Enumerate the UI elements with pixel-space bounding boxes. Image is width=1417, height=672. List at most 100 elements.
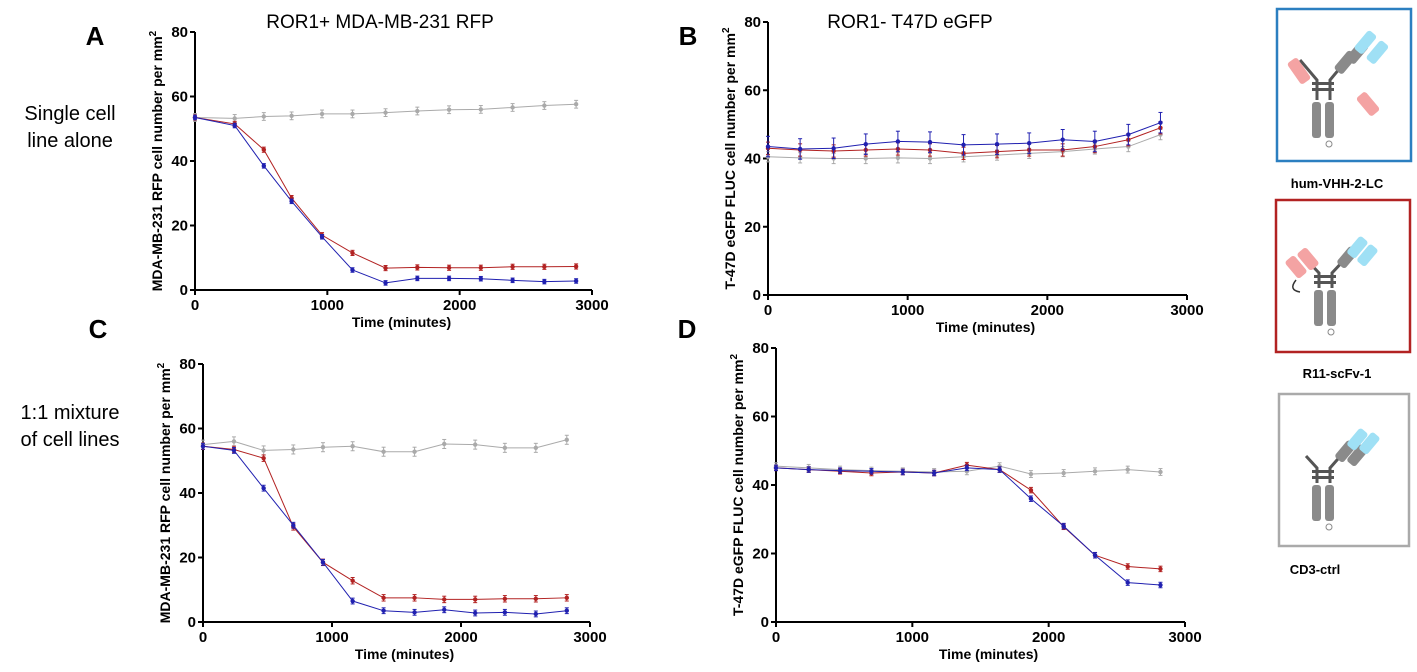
panel-c-series-cd3-ctrl [200, 434, 569, 457]
panel-c-series-hum-vhh-2-lc-point [291, 523, 296, 528]
panel-c-series-cd3-ctrl-point [502, 445, 508, 451]
antibody-r11-scfv-1-icon [1285, 236, 1378, 336]
panel-c-series-cd3-ctrl-point [320, 445, 326, 450]
panel-a-series-cd3-ctrl-point [542, 103, 547, 108]
panel-a-series-r11-scfv-1-point [446, 265, 452, 270]
panel-c-series-r11-scfv-1-point [502, 596, 508, 601]
panel-a-series-r11-scfv-1-point [542, 264, 547, 269]
panel-a-series-cd3-ctrl-point [478, 107, 484, 112]
legend-entry-cd3-ctrl: CD3-ctrl [1277, 392, 1411, 577]
panel-d-series-cd3-ctrl-point [1061, 470, 1066, 476]
panel-d-series-hum-vhh-2-lc-point [931, 470, 937, 476]
panel-a-series-hum-vhh-2-lc-point [573, 278, 579, 284]
panel-a-y-axis-title-superscript: 2 [148, 30, 159, 36]
panel-b-letter: B [679, 21, 698, 51]
panel-c-chart: C 0 20 40 60 80 0 1000 2000 3000 Time (minutes) MDA… [89, 314, 607, 662]
panel-d-y-tick-label: 80 [752, 340, 769, 357]
panel-d-series-hum-vhh-2-lc-line [775, 467, 1161, 586]
panel-a-series-hum-vhh-2-lc-point [232, 123, 237, 128]
panel-b-series-hum-vhh-2-lc-point [1126, 132, 1131, 137]
panel-a-x-tick-label: 0 [191, 297, 199, 314]
panel-c-series-cd3-ctrl-point [442, 441, 447, 447]
panel-c-y-tick-label: 20 [179, 550, 196, 567]
panel-a-series-hum-vhh-2-lc-line [194, 116, 577, 284]
panel-c-series-r11-scfv-1-point [472, 597, 478, 602]
panel-b-x-axis-title: Time (minutes) [936, 319, 1035, 335]
panel-c-series-hum-vhh-2-lc-point [412, 610, 417, 615]
panel-a-x-tick-label: 3000 [575, 297, 608, 314]
legend-label-r11-scfv-1: R11-scFv-1 [1303, 366, 1372, 381]
panel-c-series-hum-vhh-2-lc-point [261, 485, 266, 491]
panel-d-y-axis-title-superscript: 2 [729, 354, 740, 360]
panel-d-series-r11-scfv-1 [773, 461, 1163, 573]
panel-c-series-hum-vhh-2-lc-point [564, 608, 569, 613]
panel-c-series-cd3-ctrl-point [412, 449, 417, 454]
panel-b-y-axis-title: T-47D eGFP FLUC cell number per mm2 [721, 27, 738, 289]
panel-d-series-cd3-ctrl-point [1125, 467, 1130, 472]
panel-b-series-r11-scfv-1 [765, 121, 1163, 161]
panel-a-series-hum-vhh-2-lc-point [350, 267, 355, 273]
row-label-top-line1: Single cell [24, 103, 115, 125]
panel-d-series-hum-vhh-2-lc-point [837, 468, 843, 473]
legend-label-cd3-ctrl: CD3-ctrl [1290, 562, 1341, 577]
panel-b-y-tick-label: 20 [744, 219, 761, 236]
panel-a-series-r11-scfv-1-point [383, 265, 388, 271]
panel-c-series-hum-vhh-2-lc-point [442, 607, 447, 612]
panel-b-series-hum-vhh-2-lc-point [927, 139, 933, 145]
panel-c-series-hum-vhh-2-lc-point [533, 611, 539, 617]
panel-a-chart: A 0 20 40 60 80 0 1000 2000 3000 Time (minutes) MDA… [86, 21, 609, 330]
row-label-top-line2: line alone [27, 130, 113, 152]
panel-a-series-hum-vhh-2-lc-point [510, 278, 515, 283]
panel-b-y-tick-label: 40 [744, 151, 761, 168]
panel-b-y-tick-label: 60 [744, 82, 761, 99]
panel-a-series-hum-vhh-2-lc-point [192, 115, 198, 120]
panel-c-series-cd3-ctrl-line [202, 439, 567, 453]
panel-b-x-tick-label: 0 [764, 302, 772, 319]
panel-c-y-tick-label: 0 [188, 614, 196, 631]
panel-c-series-hum-vhh-2-lc-point [502, 610, 508, 615]
legend-frame-blue [1275, 7, 1413, 163]
panel-a-series-cd3-ctrl-point [350, 111, 355, 117]
panel-d-series-cd3-ctrl-point [1028, 471, 1034, 477]
panel-c-series-r11-scfv-1-point [381, 595, 386, 601]
panel-c-series-cd3-ctrl-point [231, 439, 237, 444]
panel-d-series-hum-vhh-2-lc-point [964, 465, 970, 471]
panel-c-y-tick-label: 80 [179, 356, 196, 373]
panel-b-series-r11-scfv-1-line [767, 127, 1161, 154]
panel-a-series-r11-scfv-1-point [350, 250, 355, 256]
panel-d-series-r11-scfv-1-point [1028, 487, 1034, 493]
panel-a-series-cd3-ctrl-point [573, 102, 579, 107]
panel-b-series-hum-vhh-2-lc-point [895, 139, 901, 144]
panel-d-series-hum-vhh-2-lc [773, 464, 1163, 589]
panel-a-x-tick-label: 1000 [311, 297, 344, 314]
panel-d-series-hum-vhh-2-lc-point [1092, 553, 1098, 558]
panel-c-series-r11-scfv-1-point [564, 595, 569, 601]
panel-a-series-hum-vhh-2-lc-point [542, 279, 547, 284]
column-title-right: ROR1- T47D eGFP [827, 12, 992, 33]
panel-d-series-cd3-ctrl-point [1158, 469, 1163, 475]
panel-d-series-r11-scfv-1-point [1158, 566, 1163, 572]
legend-label-hum-vhh-2-lc: hum-VHH-2-LC [1291, 176, 1384, 191]
panel-a-x-axis-title: Time (minutes) [352, 314, 451, 330]
panel-b-x-tick-label: 3000 [1170, 302, 1203, 319]
panel-a-series-cd3-ctrl-point [383, 110, 388, 115]
antibody-hum-vhh-2-lc-icon [1287, 30, 1389, 148]
legend-entry-r11-scfv-1: R11-scFv-1 [1274, 198, 1412, 381]
panel-c-series-hum-vhh-2-lc-point [231, 448, 237, 453]
panel-b-series-cd3-ctrl-point [895, 155, 901, 161]
row-label-bottom-line1: 1:1 mixture [21, 402, 120, 424]
panel-c-series-r11-scfv-1-line [202, 445, 567, 600]
panel-b-series-hum-vhh-2-lc-point [831, 146, 836, 151]
panel-a-series-r11-scfv-1-point [478, 265, 484, 270]
panel-d-x-tick-label: 1000 [896, 629, 929, 646]
panel-d-x-tick-label: 0 [772, 629, 780, 646]
panel-c-series-cd3-ctrl-point [261, 448, 266, 453]
panel-c-series-cd3-ctrl-point [472, 442, 478, 447]
panel-c-x-tick-label: 3000 [573, 629, 606, 646]
panel-b-y-tick-label: 0 [753, 287, 761, 304]
panel-c-series-cd3-ctrl-point [564, 437, 569, 442]
panel-a-series-hum-vhh-2-lc-point [289, 199, 294, 204]
panel-c-series-r11-scfv-1-point [261, 455, 266, 461]
panel-c-series-cd3-ctrl-point [381, 449, 386, 454]
